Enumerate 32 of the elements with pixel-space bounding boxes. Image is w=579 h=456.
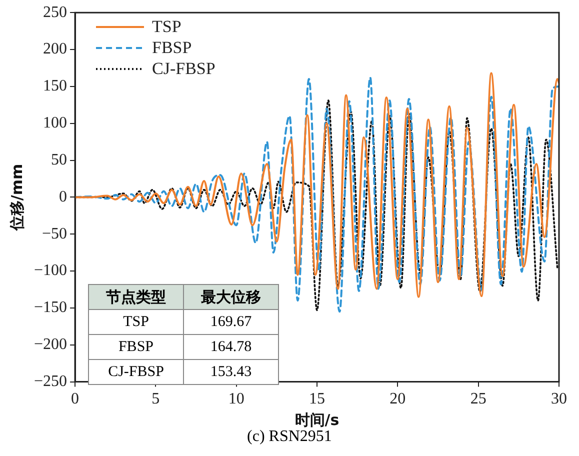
annotation: 节点类型 [88, 284, 184, 310]
annotation: 最大位移 [184, 284, 278, 310]
legend-label: CJ-FBSP [152, 58, 216, 79]
legend-label: TSP [152, 16, 182, 37]
y-tick-label: 150 [43, 78, 68, 95]
y-tick-label: 100 [43, 114, 68, 132]
annotation: 153.43 [184, 360, 278, 384]
x-axis-title: 时间/s [294, 410, 340, 429]
y-tick-label: −100 [34, 262, 68, 280]
annotation: CJ-FBSP [88, 360, 184, 384]
x-tick-label: 5 [152, 390, 160, 408]
y-tick-label: 50 [51, 151, 68, 168]
x-tick-label: 15 [309, 390, 326, 408]
annotation: 164.78 [184, 334, 278, 360]
x-tick-label: 10 [228, 390, 244, 408]
x-tick-label: 0 [71, 390, 80, 408]
y-tick-label: 250 [43, 4, 68, 21]
y-tick-label: −50 [42, 225, 68, 242]
y-tick-label: 0 [59, 188, 68, 206]
x-tick-label: 25 [470, 390, 486, 408]
y-axis-title: 位移/mm [8, 164, 26, 232]
annotation: FBSP [88, 334, 184, 360]
x-tick-label: 30 [551, 390, 567, 408]
y-tick-label: −250 [34, 373, 68, 390]
x-tick-label: 20 [390, 390, 406, 408]
y-tick-label: −150 [34, 299, 68, 316]
annotation: TSP [88, 310, 184, 334]
y-tick-label: −200 [34, 336, 68, 354]
legend-label: FBSP [152, 37, 192, 58]
y-tick-label: 200 [43, 40, 68, 58]
text: (c) RSN2951 [246, 428, 333, 446]
annotation: 169.67 [184, 310, 278, 334]
